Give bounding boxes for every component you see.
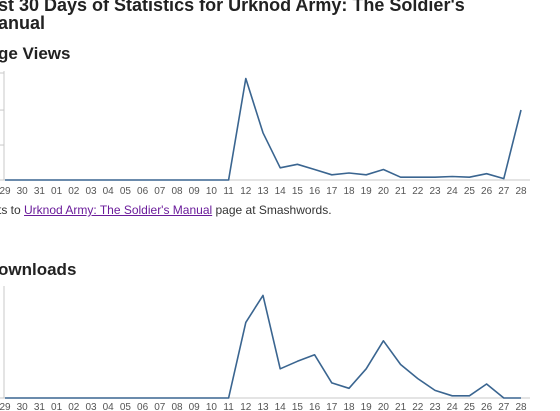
x-tick-label: 24	[447, 402, 459, 411]
x-tick-label: 13	[257, 402, 269, 411]
x-tick-label: 23	[429, 186, 441, 197]
x-tick-label: 11	[223, 402, 234, 411]
x-tick-label: 25	[464, 402, 476, 411]
downloads-heading: ownloads	[0, 260, 77, 279]
book-page-link[interactable]: Urknod Army: The Soldier's Manual	[24, 203, 213, 217]
x-tick-label: 10	[206, 402, 218, 411]
x-tick-label: 05	[120, 186, 132, 197]
x-tick-label: 20	[378, 186, 390, 197]
x-tick-label: 15	[292, 186, 304, 197]
x-tick-label: 15	[292, 402, 304, 411]
page-views-chart: 29 30 31 01 02 03 04 05 06 07 08 09 10 11 12 13 14 15 16 17…	[0, 71, 530, 197]
x-tick-label: 28	[515, 402, 527, 411]
x-tick-label: 20	[378, 402, 390, 411]
x-tick-label: 22	[412, 186, 424, 197]
x-tick-label: 04	[103, 402, 115, 411]
x-tick-label: 28	[515, 186, 527, 197]
x-tick-label: 05	[120, 402, 132, 411]
x-tick-label: 23	[429, 402, 441, 411]
page-views-heading: ge Views	[0, 44, 71, 63]
x-tick-label: 16	[309, 186, 321, 197]
x-tick-label: 30	[17, 402, 29, 411]
page-title-line2: anual	[0, 13, 46, 33]
x-tick-label: 09	[189, 186, 201, 197]
x-tick-label: 03	[85, 402, 97, 411]
x-tick-label: 17	[326, 186, 338, 197]
x-tick-label: 19	[361, 402, 373, 411]
x-tick-label: 02	[68, 402, 80, 411]
x-tick-label: 18	[343, 402, 355, 411]
x-tick-label: 06	[137, 402, 149, 411]
x-tick-label: 13	[257, 186, 269, 197]
x-tick-label: 31	[34, 186, 46, 197]
x-tick-label: 12	[240, 186, 252, 197]
x-tick-label: 27	[498, 402, 510, 411]
x-tick-label: 26	[481, 402, 493, 411]
x-tick-label: 12	[240, 402, 252, 411]
series-line	[5, 77, 522, 181]
x-tick-label: 03	[85, 186, 97, 197]
x-tick-label: 21	[395, 402, 407, 411]
x-tick-label: 07	[154, 402, 166, 411]
x-tick-label: 01	[51, 402, 63, 411]
x-tick-label: 16	[309, 402, 321, 411]
x-tick-label: 17	[326, 402, 338, 411]
x-tick-label: 22	[412, 402, 424, 411]
x-tick-label: 08	[171, 402, 183, 411]
page-views-caption: ts to Urknod Army: The Soldier's Manual …	[0, 203, 332, 217]
x-tick-label: 29	[0, 186, 11, 197]
x-tick-label: 30	[17, 186, 29, 197]
x-tick-label: 11	[223, 186, 234, 197]
page-title-line1: st 30 Days of Statistics for Urknod Army…	[0, 0, 465, 15]
x-tick-label: 14	[275, 186, 287, 197]
x-tick-label: 19	[361, 186, 373, 197]
caption-prefix: ts to	[0, 203, 25, 217]
x-tick-label: 14	[275, 402, 287, 411]
x-tick-label: 04	[103, 186, 115, 197]
x-tick-label: 21	[395, 186, 407, 197]
x-tick-label: 02	[68, 186, 80, 197]
x-tick-label: 08	[171, 186, 183, 197]
x-tick-label: 06	[137, 186, 149, 197]
x-tick-label: 27	[498, 186, 510, 197]
x-tick-label: 10	[206, 186, 218, 197]
x-tick-label: 18	[343, 186, 355, 197]
caption-suffix: page at Smashwords.	[212, 203, 332, 217]
x-tick-label: 26	[481, 186, 493, 197]
x-tick-label: 07	[154, 186, 166, 197]
x-tick-label: 01	[51, 186, 63, 197]
x-tick-label: 24	[447, 186, 459, 197]
x-tick-label: 09	[189, 402, 201, 411]
series-line	[5, 294, 521, 399]
x-tick-label: 29	[0, 402, 11, 411]
x-tick-label: 31	[34, 402, 46, 411]
page-title: st 30 Days of Statistics for Urknod Army…	[0, 0, 558, 32]
x-tick-label: 25	[464, 186, 476, 197]
